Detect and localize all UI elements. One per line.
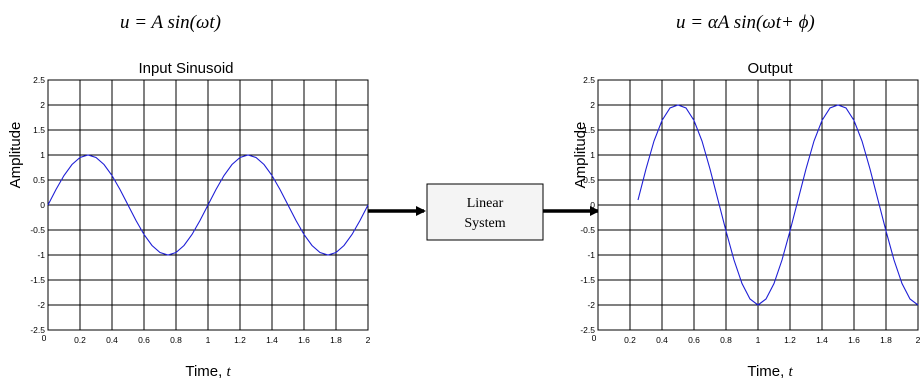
output-plot-title: Output xyxy=(747,60,793,77)
input-x-tick-label: 1.4 xyxy=(266,335,278,345)
input-y-axis-label: Amplitude xyxy=(7,122,24,189)
output-x-tick-label: 0.8 xyxy=(720,335,732,345)
output-y-tick-label: -1 xyxy=(587,250,595,260)
input-x-tick-label: 0 xyxy=(42,333,47,343)
output-y-tick-label: 2 xyxy=(590,100,595,110)
input-y-tick-label: 0.5 xyxy=(33,175,45,185)
output-sinusoid-line xyxy=(637,104,919,306)
input-x-tick-label: 0.4 xyxy=(106,335,118,345)
output-x-tick-label: 2 xyxy=(916,335,920,345)
input-sinusoid-line xyxy=(47,154,369,256)
input-x-tick-label: 2 xyxy=(366,335,371,345)
input-x-tick-label: 0.6 xyxy=(138,335,150,345)
input-y-tick-label: 2.5 xyxy=(33,75,45,85)
input-grid xyxy=(48,80,368,330)
input-plot-title: Input Sinusoid xyxy=(138,60,233,77)
input-x-tick-label: 0.2 xyxy=(74,335,86,345)
output-x-tick-label: 1.8 xyxy=(880,335,892,345)
input-equation: u = A sin(ωt) xyxy=(120,12,221,33)
output-grid xyxy=(598,80,918,330)
output-x-axis-label-variable: t xyxy=(788,364,793,380)
output-x-tick-label: 0.2 xyxy=(624,335,636,345)
linear-system-label-line1: Linear xyxy=(467,196,504,211)
input-x-tick-label: 1 xyxy=(206,335,211,345)
input-y-tick-label: -1 xyxy=(37,250,45,260)
input-y-tick-label: -0.5 xyxy=(30,225,45,235)
output-y-tick-label: -2 xyxy=(587,300,595,310)
output-y-tick-label: 1.5 xyxy=(583,125,595,135)
linear-system-box xyxy=(426,183,544,241)
input-x-tick-labels: 0 0.2 0.4 0.6 0.8 1 1.2 1.4 1.6 1.8 2 xyxy=(42,333,371,345)
output-y-tick-label: 0 xyxy=(590,200,595,210)
input-x-axis-label-text: Time, xyxy=(185,363,226,380)
output-plot: Output 0 0.2 0.4 0.6 0.8 1 1.2 1.4 1.6 1.8 2 2.5 2 1… xyxy=(572,60,920,380)
output-y-tick-label: 2.5 xyxy=(583,75,595,85)
output-x-tick-label: 1 xyxy=(756,335,761,345)
input-y-tick-labels: 2.5 2 1.5 1 0.5 0 -0.5 -1 -1.5 -2 -2.5 xyxy=(30,75,45,335)
input-x-tick-label: 1.6 xyxy=(298,335,310,345)
input-x-axis-label-variable: t xyxy=(226,364,231,380)
input-x-tick-label: 1.2 xyxy=(234,335,246,345)
input-y-tick-label: 1.5 xyxy=(33,125,45,135)
input-y-tick-label: -2 xyxy=(37,300,45,310)
output-y-tick-label: -0.5 xyxy=(580,225,595,235)
output-y-tick-labels: 2.5 2 1.5 1 0.5 0 -0.5 -1 -1.5 -2 -2.5 xyxy=(580,75,595,335)
input-x-tick-label: 0.8 xyxy=(170,335,182,345)
output-y-tick-label: 1 xyxy=(590,150,595,160)
output-y-tick-label: -2.5 xyxy=(580,325,595,335)
output-x-tick-labels: 0 0.2 0.4 0.6 0.8 1 1.2 1.4 1.6 1.8 2 xyxy=(592,333,920,345)
linear-system-label-line2: System xyxy=(464,216,505,231)
output-x-axis-label: Time, t xyxy=(747,363,793,380)
output-x-tick-label: 0.4 xyxy=(656,335,668,345)
input-sinusoid-plot: Input Sinusoid 0 0.2 0.4 0.6 0.8 1 1.2 1.4 1.6 1.… xyxy=(7,60,371,380)
input-x-tick-label: 1.8 xyxy=(330,335,342,345)
input-y-tick-label: 1 xyxy=(40,150,45,160)
output-x-tick-label: 1.2 xyxy=(784,335,796,345)
output-x-tick-label: 1.4 xyxy=(816,335,828,345)
input-x-axis-label: Time, t xyxy=(185,363,231,380)
output-x-tick-label: 1.6 xyxy=(848,335,860,345)
output-y-tick-label: 0.5 xyxy=(583,175,595,185)
output-equation: u = αA sin(ωt+ ϕ) xyxy=(676,12,815,33)
output-x-tick-label: 0 xyxy=(592,333,597,343)
input-y-tick-label: 2 xyxy=(40,100,45,110)
input-y-tick-label: -1.5 xyxy=(30,275,45,285)
output-y-tick-label: -1.5 xyxy=(580,275,595,285)
linear-system-block: Linear System xyxy=(426,183,544,241)
output-x-axis-label-text: Time, xyxy=(747,363,788,380)
output-x-tick-label: 0.6 xyxy=(688,335,700,345)
output-y-axis-label: Amplitude xyxy=(572,122,589,189)
input-y-tick-label: 0 xyxy=(40,200,45,210)
input-y-tick-label: -2.5 xyxy=(30,325,45,335)
